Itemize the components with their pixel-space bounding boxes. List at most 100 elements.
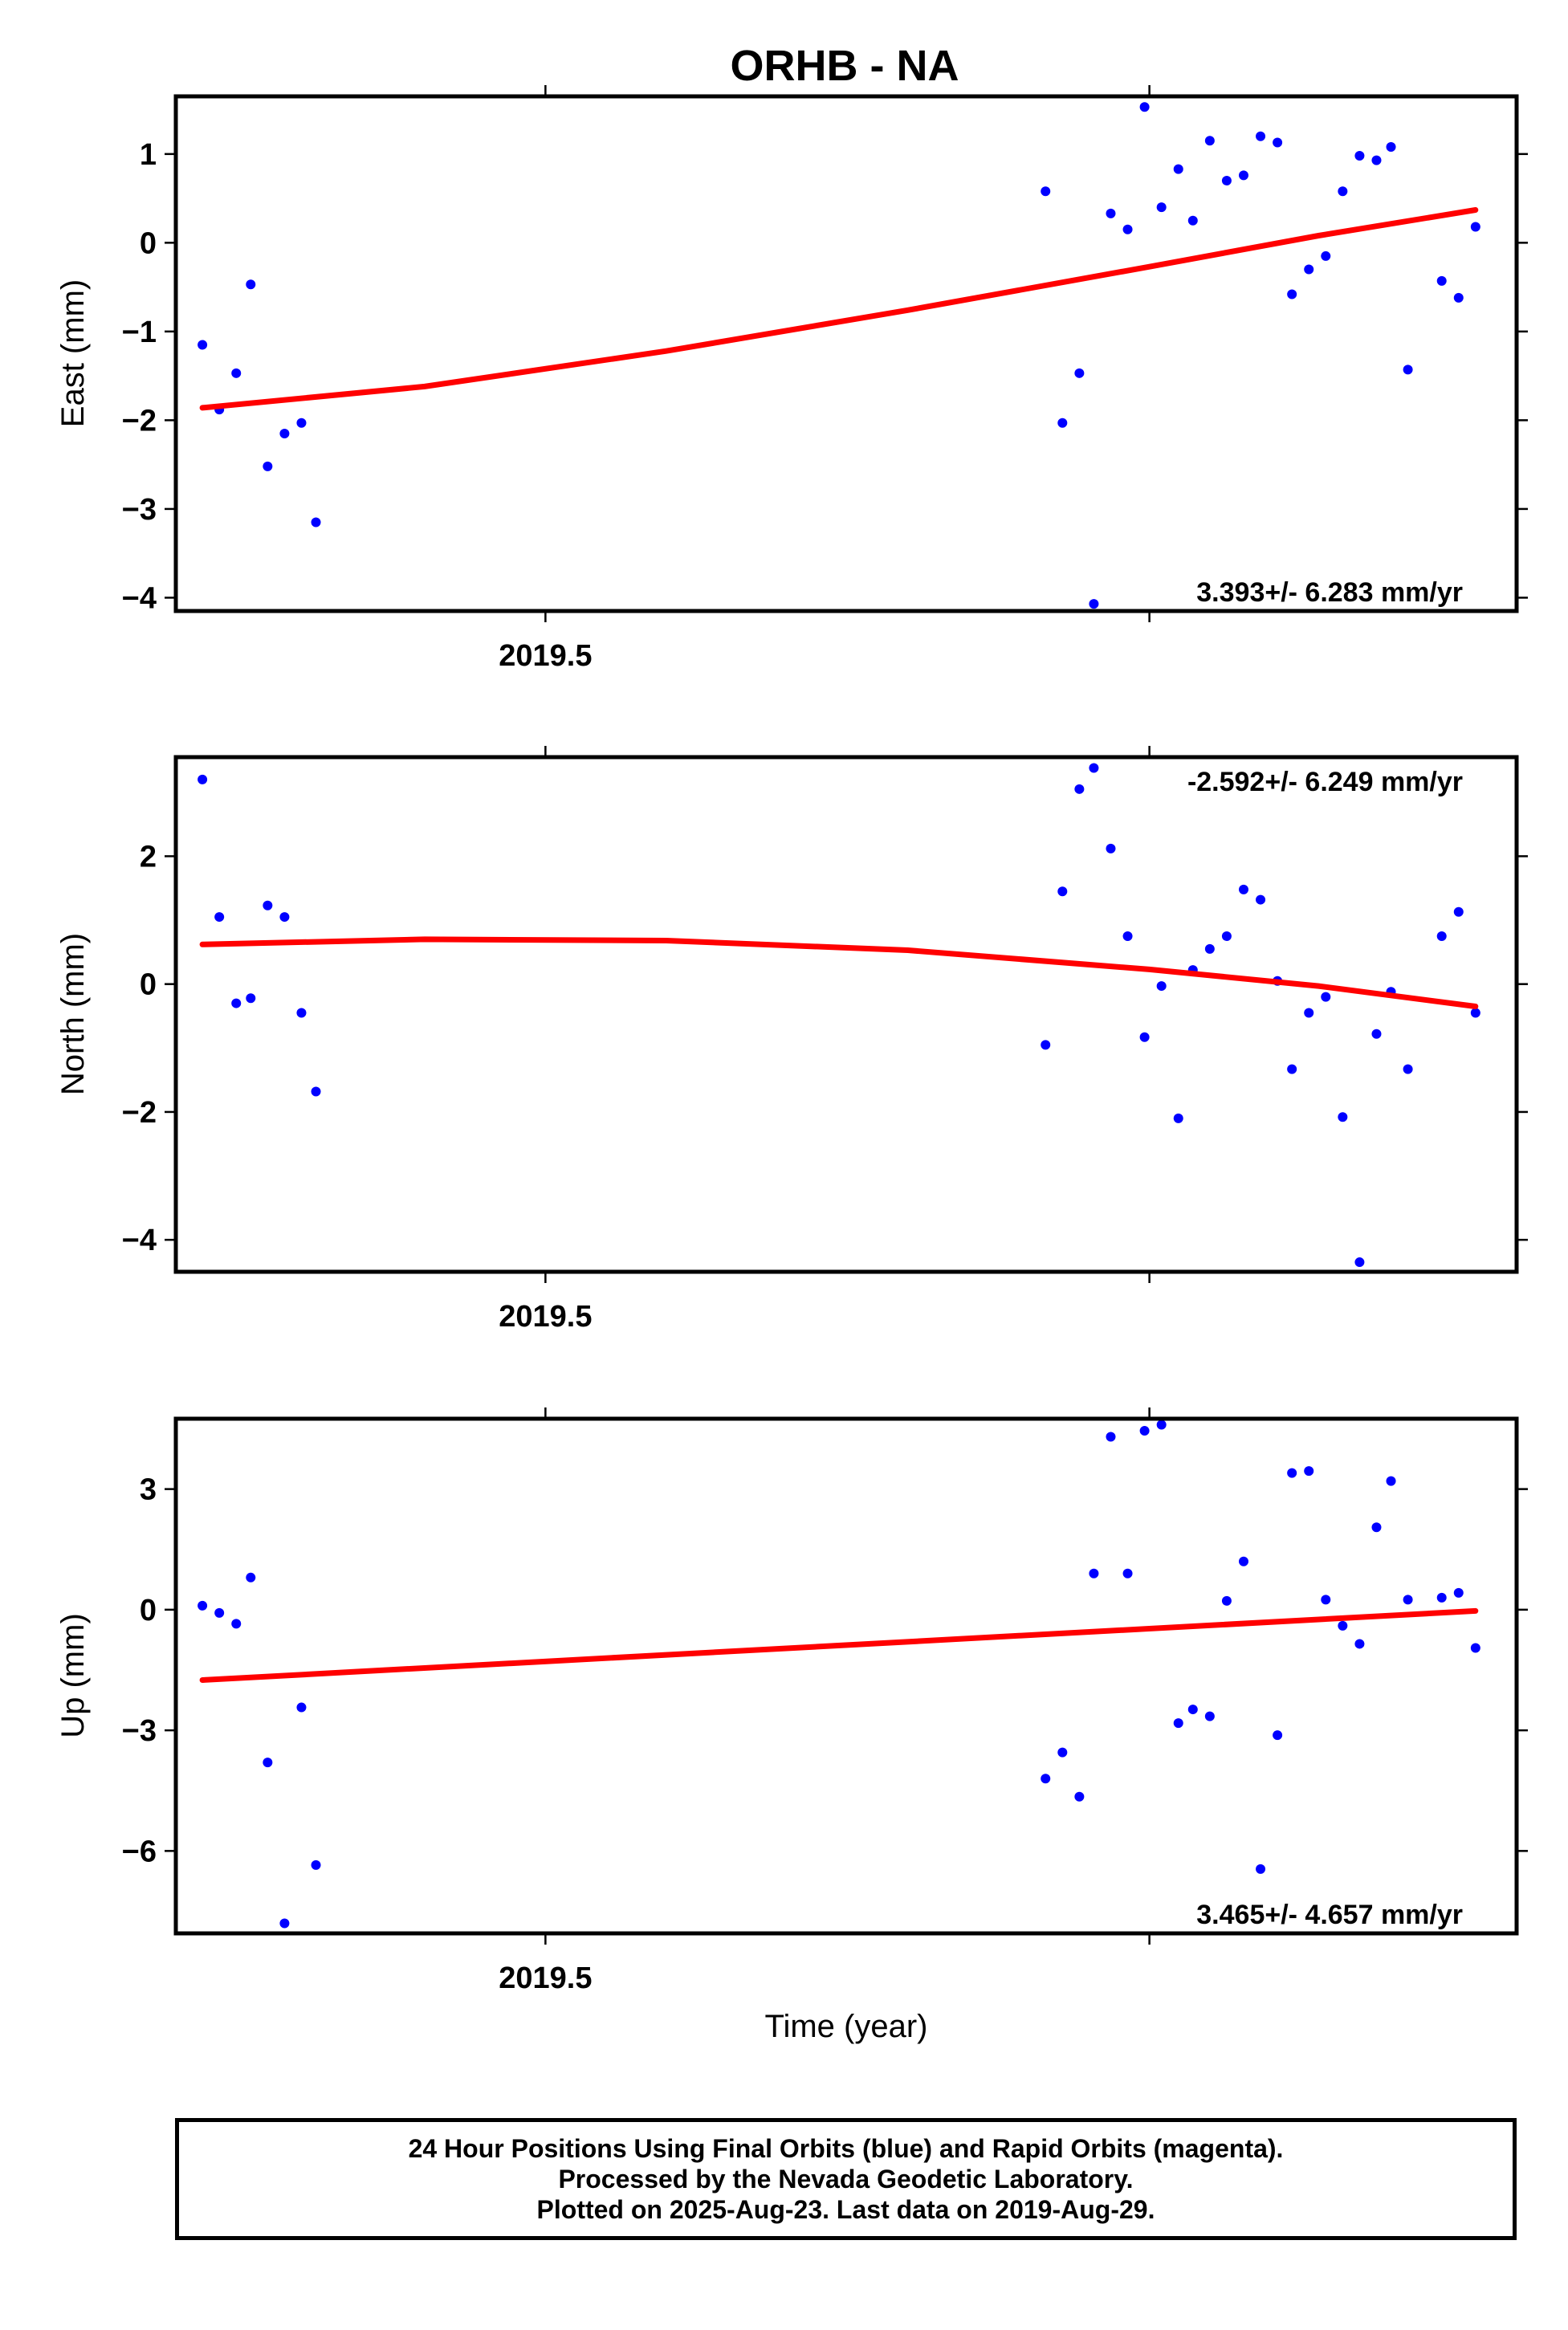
east-data-point (1187, 215, 1198, 226)
north-data-point (1106, 843, 1116, 853)
up-data-point (246, 1572, 256, 1583)
up-data-point (1256, 1864, 1266, 1874)
footer-line-1: 24 Hour Positions Using Final Orbits (bl… (408, 2134, 1284, 2163)
up-data-point (1321, 1595, 1331, 1605)
north-ytick-label: 0 (140, 968, 157, 1002)
up-data-point (1238, 1556, 1248, 1566)
up-data-point (263, 1758, 273, 1768)
east-data-point (231, 368, 242, 378)
up-data-point (1386, 1476, 1396, 1486)
up-data-point (1204, 1711, 1215, 1721)
east-data-point (1139, 102, 1150, 112)
up-data-point (1273, 1730, 1283, 1741)
north-data-point (231, 998, 242, 1008)
east-data-point (198, 340, 208, 350)
east-frame (173, 94, 1519, 613)
east-data-point (1173, 164, 1183, 174)
north-data-point (1470, 1008, 1480, 1018)
north-data-point (1321, 992, 1331, 1002)
up-data-point (1139, 1426, 1150, 1436)
east-data-point (1089, 599, 1099, 609)
north-data-point (1287, 1064, 1297, 1074)
north-data-point (1338, 1112, 1348, 1122)
east-data-point (1057, 418, 1068, 428)
up-data-point (214, 1607, 225, 1618)
up-data-point (231, 1619, 242, 1629)
east-ylabel: East (mm) (55, 279, 91, 427)
up-data-point (1453, 1587, 1464, 1598)
east-data-point (1106, 208, 1116, 218)
north-ytick-label: −2 (122, 1096, 157, 1130)
up-xtick-label: 2019.5 (499, 1961, 592, 1995)
north-data-point (1074, 784, 1085, 794)
north-data-point (1057, 886, 1068, 897)
up-ytick-label: 0 (140, 1594, 157, 1627)
east-data-point (1436, 275, 1447, 286)
up-data-point (1287, 1468, 1297, 1478)
footer-info-box: 24 Hour Positions Using Final Orbits (bl… (175, 2118, 1517, 2240)
north-data-point (1371, 1029, 1382, 1039)
panel-east: −4 −3 −2 −1 0 1 2019.5 East (mm) 3.393+/- 6.28… (55, 85, 1528, 673)
up-ytick-label: −3 (122, 1714, 157, 1748)
east-data-point (1287, 289, 1297, 299)
east-data-point (1238, 170, 1248, 181)
up-data-point (1436, 1592, 1447, 1603)
up-data-point (1074, 1791, 1085, 1802)
east-ytick-label: −2 (122, 404, 157, 438)
up-data-point (279, 1918, 290, 1929)
east-data-point (1256, 131, 1266, 141)
north-data-point (1156, 981, 1167, 992)
up-data-point (1354, 1639, 1365, 1649)
north-trend-line (199, 936, 1479, 1009)
north-ytick-label: 2 (140, 840, 157, 874)
panel-up: −6 −3 0 3 2019.5 Up (mm) 3.465+/- 4.657 mm/y… (55, 1407, 1528, 1995)
up-rate-label: 3.465+/- 4.657 mm/yr (1196, 1900, 1463, 1930)
up-data-point (1221, 1595, 1232, 1606)
east-ytick-label: −4 (122, 581, 157, 615)
east-data-point (1386, 141, 1396, 152)
up-data-point (296, 1702, 307, 1713)
up-data-point (1041, 1774, 1051, 1784)
east-data-point (296, 418, 307, 428)
east-marks: −4 −3 −2 −1 0 1 2019.5 (122, 85, 1528, 673)
east-data-point (1273, 137, 1283, 148)
up-data-point (1470, 1643, 1480, 1653)
up-data-point (1371, 1522, 1382, 1533)
up-data-point (1187, 1705, 1198, 1715)
east-data-point (1354, 151, 1365, 161)
east-data-point (1371, 155, 1382, 165)
north-data-point (1256, 894, 1266, 905)
north-data-point (296, 1008, 307, 1018)
up-data-point (1173, 1718, 1183, 1729)
up-data-point (1057, 1747, 1068, 1758)
up-data-point (1304, 1466, 1314, 1477)
up-data-point (1106, 1432, 1116, 1442)
up-data-point (1156, 1420, 1167, 1430)
east-ytick-label: 0 (140, 226, 157, 260)
north-ylabel: North (mm) (55, 933, 91, 1095)
north-data-point (1139, 1032, 1150, 1042)
east-data-point (263, 461, 273, 471)
up-ylabel: Up (mm) (55, 1613, 91, 1738)
north-data-point (1122, 931, 1133, 941)
north-data-point (1403, 1064, 1413, 1074)
east-xtick-label: 2019.5 (499, 639, 592, 673)
north-rate-label: -2.592+/- 6.249 mm/yr (1187, 767, 1463, 797)
north-data-point (1238, 884, 1248, 894)
up-data-point (1338, 1620, 1348, 1631)
east-trend-line (199, 207, 1479, 411)
north-data-point (1041, 1040, 1051, 1050)
up-data-point (198, 1600, 208, 1611)
east-data-point (1122, 224, 1133, 234)
east-data-point (1321, 251, 1331, 261)
east-data-point (1204, 136, 1215, 146)
north-data-point (1436, 931, 1447, 941)
x-axis-label: Time (year) (765, 2009, 928, 2044)
east-data-point (1453, 292, 1464, 303)
up-ytick-label: 3 (140, 1473, 157, 1507)
east-ytick-label: −1 (122, 316, 157, 349)
north-data-point (1221, 931, 1232, 941)
east-data-point (246, 279, 256, 290)
north-marks: −4 −2 0 2 2019.5 (122, 746, 1528, 1334)
